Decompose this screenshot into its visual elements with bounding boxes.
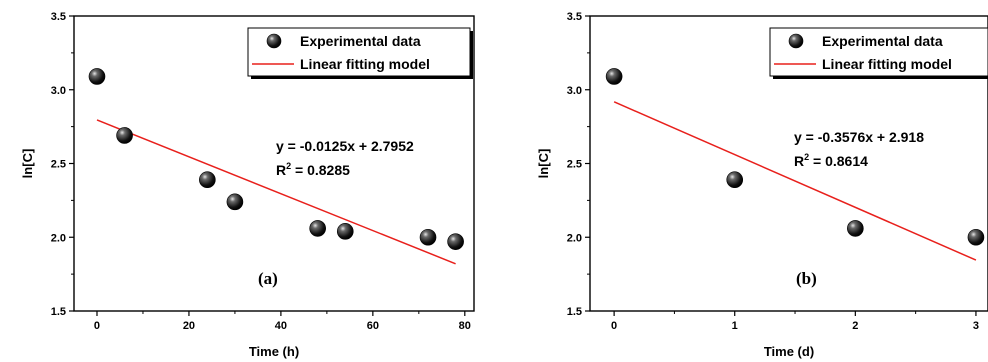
r-squared-sup: 2 bbox=[286, 161, 291, 171]
x-tick-label: 40 bbox=[275, 320, 287, 332]
legend-label-experimental: Experimental data bbox=[300, 33, 421, 49]
legend-box bbox=[769, 27, 988, 77]
x-tick-label: 80 bbox=[459, 320, 471, 332]
y-tick-label: 2.5 bbox=[567, 159, 582, 171]
panel-label: (a) bbox=[258, 269, 278, 288]
x-tick-label: 3 bbox=[973, 320, 979, 332]
y-tick-label: 1.5 bbox=[51, 306, 66, 318]
chart-panel-b: 1.5 2.0 2.5 3.0 3.5 0 1 2 3 Time (d) ln[C] Experime… bbox=[536, 11, 988, 359]
x-tick-label: 60 bbox=[367, 320, 379, 332]
x-tick-label: 2 bbox=[852, 320, 858, 332]
x-axis-title: Time (h) bbox=[249, 344, 299, 359]
y-tick-label: 2.5 bbox=[51, 159, 66, 171]
y-tick-label: 3.5 bbox=[567, 11, 582, 23]
r-squared-value: = 0.8614 bbox=[809, 153, 868, 169]
y-tick-label: 2.0 bbox=[567, 232, 582, 244]
legend-marker-icon bbox=[788, 33, 804, 49]
data-point bbox=[226, 193, 244, 211]
y-axis-title: ln[C] bbox=[20, 149, 35, 179]
legend-marker-icon bbox=[266, 33, 282, 49]
r-squared-prefix: R bbox=[276, 162, 286, 178]
x-tick-label: 0 bbox=[611, 320, 617, 332]
fit-equation: y = -0.3576x + 2.918 bbox=[794, 129, 924, 145]
r-squared-value: = 0.8285 bbox=[291, 162, 350, 178]
y-tick-label: 3.0 bbox=[567, 85, 582, 97]
r-squared: R2 = 0.8614 bbox=[794, 152, 868, 169]
y-tick-label: 3.5 bbox=[51, 11, 66, 23]
r-squared: R2 = 0.8285 bbox=[276, 161, 350, 178]
data-point bbox=[847, 220, 864, 237]
data-point bbox=[726, 171, 744, 189]
legend-label-fit: Linear fitting model bbox=[822, 56, 952, 72]
data-point bbox=[447, 233, 464, 250]
legend-label-experimental: Experimental data bbox=[822, 33, 943, 49]
data-point bbox=[88, 68, 106, 85]
fit-line bbox=[613, 101, 977, 261]
legend-box bbox=[247, 27, 471, 77]
x-axis-title: Time (d) bbox=[764, 344, 814, 359]
data-point bbox=[336, 223, 354, 240]
data-point bbox=[309, 220, 326, 237]
data-point bbox=[967, 228, 985, 246]
y-tick-label: 3.0 bbox=[51, 85, 66, 97]
legend-label-fit: Linear fitting model bbox=[300, 56, 430, 72]
fit-line bbox=[96, 119, 456, 265]
x-tick-label: 1 bbox=[732, 320, 738, 332]
data-point bbox=[199, 171, 216, 189]
fit-equation: y = -0.0125x + 2.7952 bbox=[276, 138, 414, 154]
y-tick-label: 2.0 bbox=[51, 232, 66, 244]
data-point bbox=[419, 228, 437, 246]
r-squared-sup: 2 bbox=[804, 152, 809, 162]
data-point bbox=[116, 127, 133, 144]
data-point bbox=[605, 68, 623, 85]
y-axis-title: ln[C] bbox=[536, 149, 551, 179]
r-squared-prefix: R bbox=[794, 153, 804, 169]
x-tick-label: 20 bbox=[183, 320, 195, 332]
chart-panel-a: 1.5 2.0 2.5 3.0 3.5 0 20 40 60 80 Time (h) ln[C] Exp… bbox=[20, 11, 475, 359]
x-tick-label: 0 bbox=[94, 320, 100, 332]
y-tick-label: 1.5 bbox=[567, 306, 582, 318]
panel-label: (b) bbox=[796, 269, 817, 288]
